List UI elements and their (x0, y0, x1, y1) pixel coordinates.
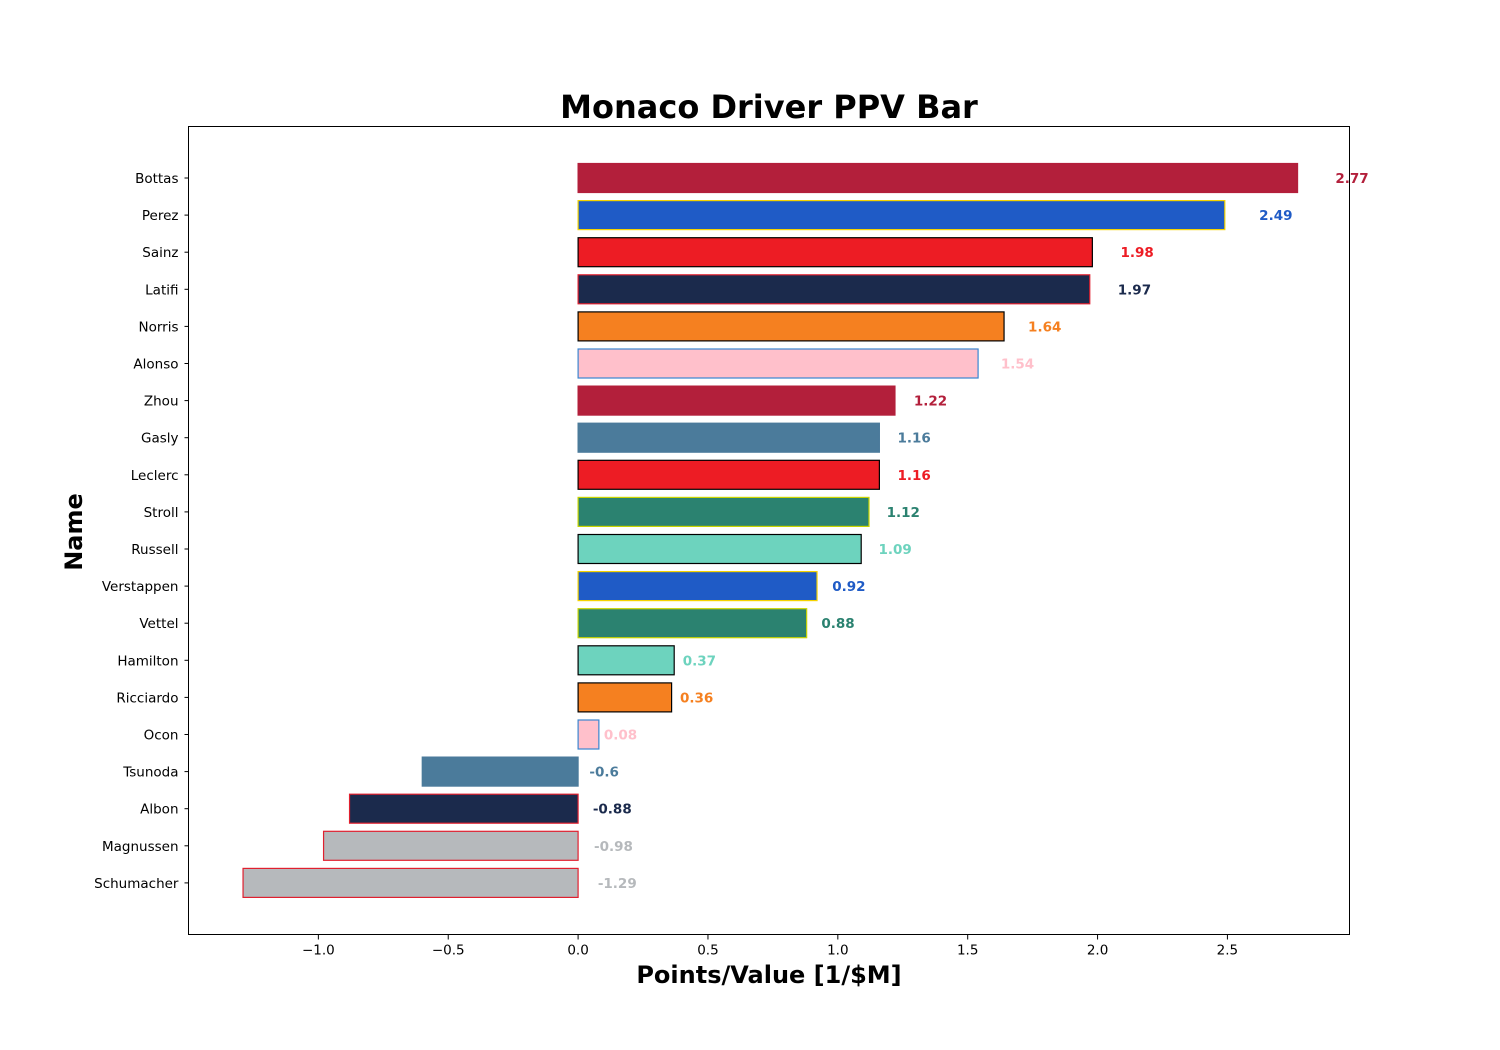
value-label: 1.97 (1118, 282, 1151, 298)
value-label: 0.36 (680, 690, 713, 706)
bar-alonso (577, 348, 979, 379)
value-label: 1.54 (1001, 357, 1034, 373)
bar-vettel (577, 608, 808, 639)
value-label: 1.98 (1121, 245, 1154, 261)
bar-verstappen (577, 570, 818, 602)
value-label: 1.16 (898, 468, 931, 484)
x-axis-ticks: −1.0 −0.5 0.0 0.5 1.0 1.5 2.0 2.5 (302, 934, 1238, 959)
x-tick-label: −1.0 (302, 943, 335, 959)
y-tick-label: Vettel (139, 616, 178, 632)
bar-stroll (577, 496, 870, 527)
y-tick-label: Schumacher (94, 876, 179, 892)
y-tick-label: Leclerc (131, 468, 179, 484)
bar-schumacher (242, 867, 579, 899)
value-label: 1.22 (914, 394, 947, 410)
x-tick-label: −0.5 (432, 943, 465, 959)
y-tick-label: Albon (140, 802, 178, 818)
chart-title: Monaco Driver PPV Bar (560, 88, 978, 126)
bar-russell (577, 533, 862, 565)
value-label: 1.09 (878, 542, 911, 558)
value-label: -0.88 (593, 802, 632, 818)
y-tick-label: Ocon (144, 728, 179, 744)
y-tick-label: Sainz (142, 245, 178, 261)
plot-frame (188, 126, 1350, 935)
y-tick-label: Bottas (135, 171, 178, 187)
y-tick-label: Stroll (144, 505, 179, 521)
bar-tsunoda (421, 756, 579, 787)
y-tick-label: Alonso (133, 357, 178, 373)
y-axis-ticks: Bottas Perez Sainz Latifi Norris Alonso Zhou Ga… (94, 171, 189, 892)
x-tick-label: 1.5 (957, 943, 978, 959)
y-tick-label: Latifi (145, 282, 178, 298)
value-label: -0.98 (594, 839, 633, 855)
bar-sainz (577, 237, 1093, 268)
x-tick-label: 0.5 (697, 943, 718, 959)
bars-layer (242, 162, 1299, 899)
value-label: -0.6 (589, 765, 619, 781)
bar-bottas (577, 162, 1299, 194)
value-labels: 2.77 2.49 1.98 1.97 1.64 1.54 1.22 1.16 1.16 1.12… (589, 171, 1368, 892)
x-tick-label: 0.0 (567, 943, 588, 959)
value-label: 1.12 (887, 505, 920, 521)
x-tick-label: 1.0 (827, 943, 848, 959)
value-label: -1.29 (598, 876, 637, 892)
bar-zhou (577, 385, 896, 416)
bar-leclerc (577, 459, 880, 490)
y-tick-label: Perez (142, 208, 179, 224)
y-tick-label: Ricciardo (116, 690, 178, 706)
y-tick-label: Hamilton (117, 653, 178, 669)
y-axis-label: Name (60, 493, 88, 571)
y-tick-label: Gasly (141, 431, 179, 447)
bar-latifi (577, 274, 1091, 305)
y-tick-label: Magnussen (102, 839, 179, 855)
value-label: 0.88 (821, 616, 854, 632)
bar-ocon (577, 719, 600, 750)
bar-albon (348, 793, 579, 824)
bar-ricciardo (577, 682, 673, 713)
value-label: 2.77 (1335, 171, 1368, 187)
y-tick-label: Tsunoda (122, 765, 178, 781)
x-tick-label: 2.5 (1217, 943, 1238, 959)
value-label: 0.92 (832, 579, 865, 595)
y-tick-label: Russell (131, 542, 178, 558)
bar-gasly (577, 422, 880, 453)
x-axis-label: Points/Value [1/$M] (636, 961, 901, 989)
y-tick-label: Verstappen (102, 579, 179, 595)
value-label: 0.08 (604, 728, 637, 744)
bar-hamilton (577, 645, 675, 676)
x-tick-label: 2.0 (1087, 943, 1108, 959)
value-label: 2.49 (1259, 208, 1292, 224)
y-tick-label: Zhou (144, 394, 179, 410)
bar-norris (577, 311, 1005, 342)
value-label: 1.16 (898, 431, 931, 447)
bar-magnussen (322, 830, 579, 861)
value-label: 0.37 (683, 653, 716, 669)
bar-perez (577, 200, 1226, 231)
y-tick-label: Norris (138, 319, 178, 335)
value-label: 1.64 (1028, 319, 1061, 335)
